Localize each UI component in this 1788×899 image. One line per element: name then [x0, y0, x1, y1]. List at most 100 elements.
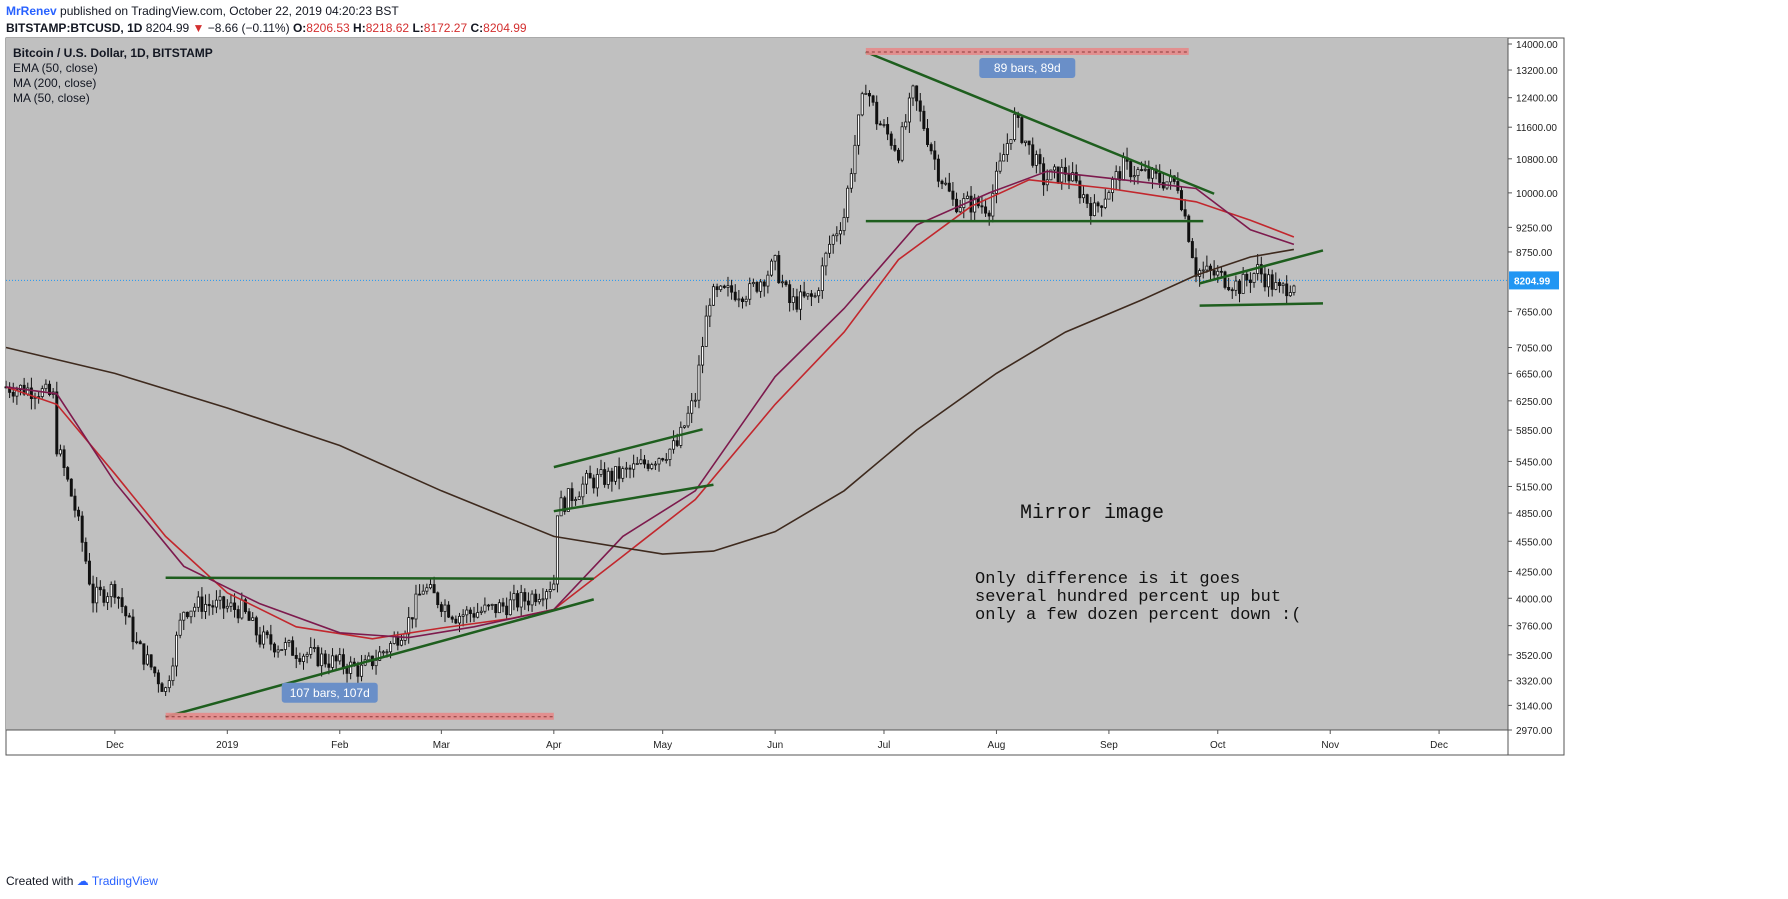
candle-body: [229, 602, 233, 607]
candle-body: [309, 647, 313, 655]
candle-body: [653, 463, 657, 466]
candle-body: [566, 488, 570, 512]
candle: [929, 142, 933, 155]
candle-body: [537, 599, 541, 603]
candle: [1118, 166, 1122, 191]
candle-body: [269, 634, 273, 645]
candle: [889, 131, 893, 150]
candle-body: [374, 660, 378, 667]
candle-body: [1241, 273, 1245, 294]
candle-body: [889, 133, 893, 146]
close-label: C:: [470, 21, 484, 35]
candle-body: [218, 596, 222, 601]
candle: [113, 580, 117, 604]
open-label: O:: [292, 21, 307, 35]
candle: [574, 496, 578, 506]
candle: [1248, 272, 1252, 293]
candle: [664, 453, 668, 464]
time-tick-label: 2019: [216, 740, 239, 751]
candle: [450, 615, 454, 623]
candle: [1023, 140, 1027, 147]
candle-body: [897, 149, 900, 161]
candle-body: [519, 592, 523, 608]
candle: [897, 147, 900, 164]
price-tick-label: 12400.00: [1516, 94, 1558, 105]
candle-body: [1238, 280, 1242, 294]
candle-body: [1259, 264, 1263, 275]
candle-body: [824, 252, 828, 267]
candle: [661, 457, 665, 462]
candle: [233, 593, 237, 618]
series-line: [5, 170, 1295, 639]
candle-body: [871, 95, 875, 103]
candle-body: [584, 472, 588, 485]
candle-body: [193, 606, 197, 612]
candle-body: [171, 665, 175, 682]
candle-body: [940, 180, 944, 185]
candle-body: [791, 296, 795, 304]
candle: [584, 469, 588, 495]
candle: [425, 583, 429, 595]
tradingview-logo-icon[interactable]: ☁: [76, 874, 89, 888]
candle-body: [381, 651, 385, 654]
candle-body: [138, 641, 142, 645]
candle-body: [1187, 215, 1191, 242]
candle-body: [1288, 292, 1292, 297]
candle-body: [690, 400, 694, 414]
candle: [1103, 188, 1107, 210]
candle-body: [19, 384, 23, 391]
candle: [1056, 166, 1060, 184]
candle-body: [1107, 192, 1111, 200]
candle-body: [951, 190, 955, 200]
candle-body: [222, 596, 226, 609]
candle: [534, 589, 538, 606]
candle: [657, 457, 661, 472]
candle: [965, 191, 969, 200]
candle-body: [80, 515, 84, 543]
candle: [936, 154, 940, 188]
candle-body: [251, 617, 255, 621]
time-tick-label: Oct: [1210, 740, 1226, 751]
candle-body: [969, 195, 973, 213]
candle: [1020, 115, 1024, 145]
candle: [878, 120, 882, 126]
candle-body: [911, 85, 915, 99]
candle-body: [283, 642, 287, 650]
candle: [860, 91, 864, 117]
candle: [410, 617, 414, 629]
candle-body: [1085, 194, 1089, 204]
author-link[interactable]: MrRenev: [6, 4, 57, 18]
candle-body: [494, 603, 498, 614]
candle: [1190, 238, 1194, 259]
candle-body: [980, 205, 984, 208]
candle: [588, 465, 592, 479]
candle-body: [828, 243, 832, 254]
candle: [668, 448, 672, 467]
candle: [726, 276, 730, 297]
candle-body: [98, 586, 102, 591]
candle-body: [900, 126, 904, 161]
candle-body: [878, 123, 882, 126]
candle-body: [621, 468, 625, 479]
price-tick-label: 14000.00: [1516, 40, 1558, 51]
candle: [719, 285, 723, 292]
candle-body: [755, 282, 759, 292]
candle: [1259, 256, 1263, 283]
time-tick-label: Dec: [1430, 740, 1448, 751]
candle: [595, 468, 599, 497]
candle: [617, 457, 621, 490]
candle-body: [740, 298, 744, 303]
candle-body: [11, 391, 15, 397]
candle: [501, 597, 505, 613]
candle: [1085, 193, 1089, 209]
tradingview-brand[interactable]: TradingView: [91, 874, 158, 888]
candle: [48, 380, 52, 397]
candle-body: [1227, 286, 1231, 291]
candle-body: [1270, 274, 1274, 290]
candle: [563, 495, 567, 515]
candle: [135, 632, 139, 645]
candle: [820, 257, 824, 299]
candle-body: [766, 274, 770, 287]
candle: [1147, 160, 1151, 182]
